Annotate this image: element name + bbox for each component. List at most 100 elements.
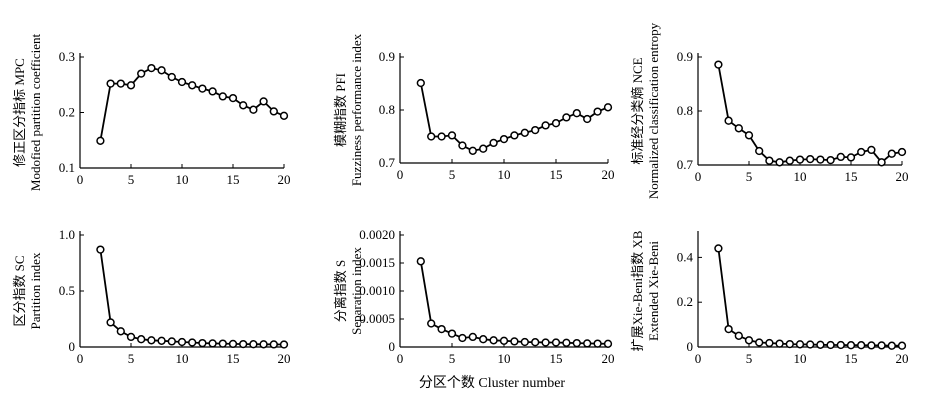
y-tick-label: 0.8: [379, 102, 395, 117]
data-point: [249, 340, 258, 349]
data-point: [96, 245, 105, 254]
y-axis-label-en: Extended Xie-Beni: [646, 241, 661, 341]
data-point: [562, 113, 571, 122]
data-point: [734, 331, 743, 340]
data-point: [755, 338, 764, 347]
data-point: [765, 156, 774, 165]
x-tick-label: 15: [227, 351, 240, 366]
y-tick-label: 0.0010: [359, 283, 395, 298]
data-point: [857, 147, 866, 157]
data-point: [249, 105, 258, 114]
data-point: [489, 336, 498, 345]
data-point: [816, 340, 825, 349]
data-point: [765, 338, 774, 348]
data-point: [499, 134, 509, 144]
data-point: [795, 340, 805, 349]
data-point: [755, 146, 764, 156]
data-point: [218, 339, 227, 348]
x-tick-label: 5: [128, 172, 135, 187]
y-tick-label: 0.7: [379, 155, 396, 170]
data-point: [510, 131, 519, 140]
y-axis-label-en: Separation index: [349, 247, 364, 335]
data-point: [541, 121, 550, 130]
data-point: [198, 84, 207, 93]
x-tick-label: 5: [449, 351, 456, 366]
data-point: [897, 341, 907, 350]
y-tick-label: 0.2: [59, 105, 75, 120]
data-point: [167, 337, 176, 346]
data-point: [228, 93, 238, 103]
data-point: [734, 124, 743, 133]
data-point: [846, 341, 856, 350]
y-tick-label: 0.8: [677, 103, 693, 118]
data-point: [551, 338, 561, 347]
series-line: [99, 249, 285, 346]
x-tick-label: 15: [845, 351, 858, 366]
y-tick-label: 1.0: [59, 227, 75, 242]
data-point: [583, 114, 592, 124]
y-tick-label: 0.1: [59, 160, 75, 175]
data-point: [147, 63, 156, 73]
data-point: [126, 81, 136, 90]
y-tick-label: 0: [389, 339, 396, 354]
data-point: [116, 327, 125, 336]
data-point: [479, 335, 488, 344]
data-point: [208, 87, 217, 96]
data-point: [877, 341, 886, 350]
x-tick-label: 5: [746, 351, 753, 366]
data-point: [867, 341, 876, 350]
series-line: [99, 67, 285, 141]
data-point: [239, 339, 248, 349]
data-point: [239, 101, 248, 110]
x-tick-label: 10: [176, 172, 189, 187]
data-point: [259, 340, 268, 349]
x-tick-label: 10: [176, 351, 189, 366]
data-point: [867, 145, 876, 155]
data-point: [785, 339, 794, 349]
y-tick-label: 0: [687, 339, 694, 354]
y-tick-label: 0.2: [677, 294, 693, 309]
data-point: [427, 132, 436, 141]
y-tick-label: 0.0020: [359, 227, 395, 242]
data-point: [887, 149, 896, 158]
data-point: [116, 79, 125, 88]
data-point: [458, 333, 467, 343]
x-tick-label: 0: [77, 172, 84, 187]
data-point: [468, 146, 477, 155]
y-axis-label-en: Partition index: [28, 252, 43, 329]
y-axis-label-cn: 修正区分指标 MPC: [12, 58, 27, 167]
data-point: [479, 144, 488, 153]
y-axis-label-cn: 扩展Xie-Beni指数 XB: [630, 230, 645, 351]
data-point: [846, 153, 856, 162]
x-tick-label: 0: [397, 167, 404, 182]
data-point: [603, 339, 613, 348]
data-point: [541, 338, 550, 347]
data-point: [806, 154, 815, 164]
data-point: [468, 332, 477, 342]
x-tick-label: 20: [896, 169, 909, 184]
data-point: [137, 335, 146, 344]
data-point: [416, 78, 425, 88]
data-point: [499, 336, 509, 345]
x-tick-label: 10: [794, 169, 807, 184]
data-point: [427, 319, 436, 328]
data-point: [583, 339, 592, 348]
data-point: [96, 136, 105, 145]
data-point: [603, 103, 613, 112]
x-tick-label: 0: [77, 351, 84, 366]
data-point: [447, 131, 457, 140]
data-point: [744, 131, 754, 140]
data-point: [724, 116, 733, 125]
data-point: [259, 97, 268, 106]
y-tick-label: 0.9: [379, 49, 395, 64]
data-point: [416, 257, 425, 266]
y-axis-label-en: Modofied partition coefficient: [28, 34, 43, 192]
data-point: [531, 125, 540, 135]
x-tick-label: 20: [278, 172, 291, 187]
y-tick-label: 0.4: [677, 249, 694, 264]
y-axis-label-cn: 区分指数 SC: [12, 255, 27, 326]
y-axis-label-cn: 分离指数 S: [333, 260, 348, 322]
data-point: [551, 119, 561, 128]
series-line: [419, 82, 609, 152]
